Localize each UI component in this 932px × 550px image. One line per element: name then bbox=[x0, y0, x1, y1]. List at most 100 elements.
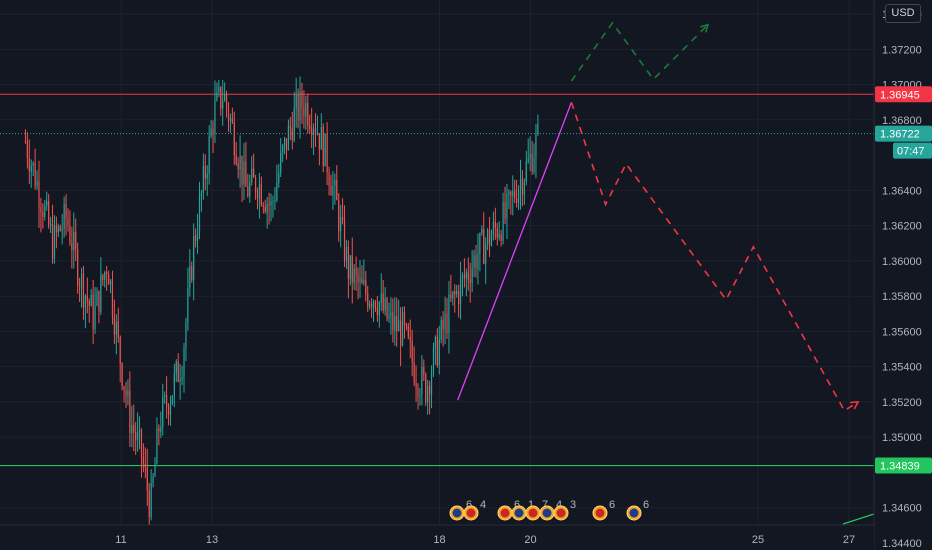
event-marker-us: 7 bbox=[525, 499, 548, 521]
candle-body bbox=[115, 321, 117, 335]
candle-body bbox=[222, 100, 224, 109]
price-tick-label: 1.35000 bbox=[882, 432, 922, 444]
time-tick-label: 11 bbox=[115, 534, 126, 546]
currency-button[interactable]: USD bbox=[885, 4, 921, 23]
candle-body bbox=[475, 255, 477, 269]
candle-body bbox=[227, 107, 230, 121]
candle-body bbox=[516, 198, 518, 203]
candle-body bbox=[299, 91, 301, 121]
candle-body bbox=[508, 191, 510, 194]
price-tick-label: 1.34600 bbox=[882, 503, 922, 515]
candle-body bbox=[24, 141, 27, 143]
candle-body bbox=[191, 266, 193, 280]
candle-body bbox=[88, 300, 90, 306]
candle-body bbox=[212, 128, 214, 134]
candle-body bbox=[282, 145, 284, 153]
candle-body bbox=[386, 298, 388, 319]
event-marker-uk: 1 bbox=[511, 499, 534, 521]
event-count: 4 bbox=[556, 499, 562, 511]
candle-body bbox=[305, 103, 307, 117]
candle-body bbox=[392, 312, 394, 331]
candle-body bbox=[204, 166, 206, 179]
candle-body bbox=[90, 294, 92, 306]
candle-body bbox=[448, 294, 450, 334]
candle-body bbox=[164, 395, 166, 397]
flag-inner bbox=[629, 508, 639, 518]
candle-body bbox=[525, 161, 527, 182]
event-count: 6 bbox=[609, 499, 615, 511]
candle-body bbox=[307, 103, 309, 126]
candle-body bbox=[127, 390, 129, 397]
candle-body bbox=[253, 168, 255, 178]
time-tick-label: 20 bbox=[524, 534, 536, 546]
candle-body bbox=[436, 336, 438, 366]
candle-body bbox=[187, 287, 189, 323]
candle-body bbox=[36, 180, 38, 187]
event-marker-uk: 6 bbox=[626, 499, 649, 521]
current-price-tag-bg bbox=[875, 125, 932, 142]
candle-body bbox=[65, 203, 67, 218]
bullish-projection-path bbox=[570, 21, 709, 82]
candle-body bbox=[283, 138, 286, 146]
candle-body bbox=[225, 93, 228, 108]
candle-body bbox=[67, 217, 69, 226]
candle-body bbox=[535, 134, 537, 159]
candle-body bbox=[216, 91, 218, 100]
candle-body bbox=[262, 204, 264, 207]
candle-body bbox=[471, 267, 473, 284]
candle-body bbox=[100, 274, 102, 312]
candle-body bbox=[73, 232, 75, 251]
candle-body bbox=[367, 293, 369, 307]
candle-body bbox=[104, 272, 106, 280]
candle-body bbox=[133, 424, 135, 433]
candle-body bbox=[82, 273, 85, 308]
candle-body bbox=[106, 272, 108, 275]
candle-body bbox=[92, 294, 94, 330]
candle-body bbox=[399, 320, 402, 346]
candle-body bbox=[396, 316, 398, 332]
event-count: 7 bbox=[542, 499, 548, 511]
candle-body bbox=[510, 191, 512, 196]
candle-body bbox=[490, 235, 493, 246]
candle-body bbox=[430, 373, 433, 395]
flag-inner bbox=[595, 508, 605, 518]
candle-body bbox=[78, 286, 81, 288]
candle-body bbox=[409, 336, 411, 342]
candle-body bbox=[450, 294, 452, 299]
candle-body bbox=[338, 199, 340, 232]
candle-body bbox=[419, 394, 421, 397]
flag-inner bbox=[452, 508, 462, 518]
candle-body bbox=[312, 128, 315, 135]
candle-body bbox=[94, 305, 96, 330]
candle-body bbox=[210, 128, 212, 137]
candle-body bbox=[231, 118, 233, 123]
event-marker-us: 4 bbox=[463, 499, 486, 521]
candle-body bbox=[183, 347, 185, 378]
candle-body bbox=[301, 91, 303, 108]
candle-body bbox=[415, 382, 417, 388]
candle-body bbox=[533, 158, 535, 173]
candle-body bbox=[218, 87, 220, 92]
candle-body bbox=[276, 183, 278, 201]
candle-body bbox=[361, 277, 363, 284]
candle-body bbox=[278, 172, 280, 184]
candle-body bbox=[117, 321, 119, 338]
drawings-layer bbox=[457, 21, 875, 525]
resistance-tag-bg bbox=[875, 86, 932, 103]
time-axis-labels: 111318202527Feb bbox=[115, 534, 855, 546]
candle-body bbox=[517, 189, 520, 203]
event-marker-us: 3 bbox=[553, 499, 576, 521]
candle-body bbox=[376, 308, 378, 315]
candle-body bbox=[162, 396, 164, 428]
candle-body bbox=[320, 127, 322, 150]
candle-body bbox=[413, 361, 415, 383]
candle-body bbox=[446, 313, 448, 334]
time-axis[interactable] bbox=[0, 525, 874, 550]
candle-body bbox=[496, 228, 498, 238]
candle-body bbox=[357, 273, 359, 283]
candle-body bbox=[324, 134, 326, 167]
candle-body bbox=[417, 387, 419, 397]
candle-body bbox=[309, 125, 311, 129]
